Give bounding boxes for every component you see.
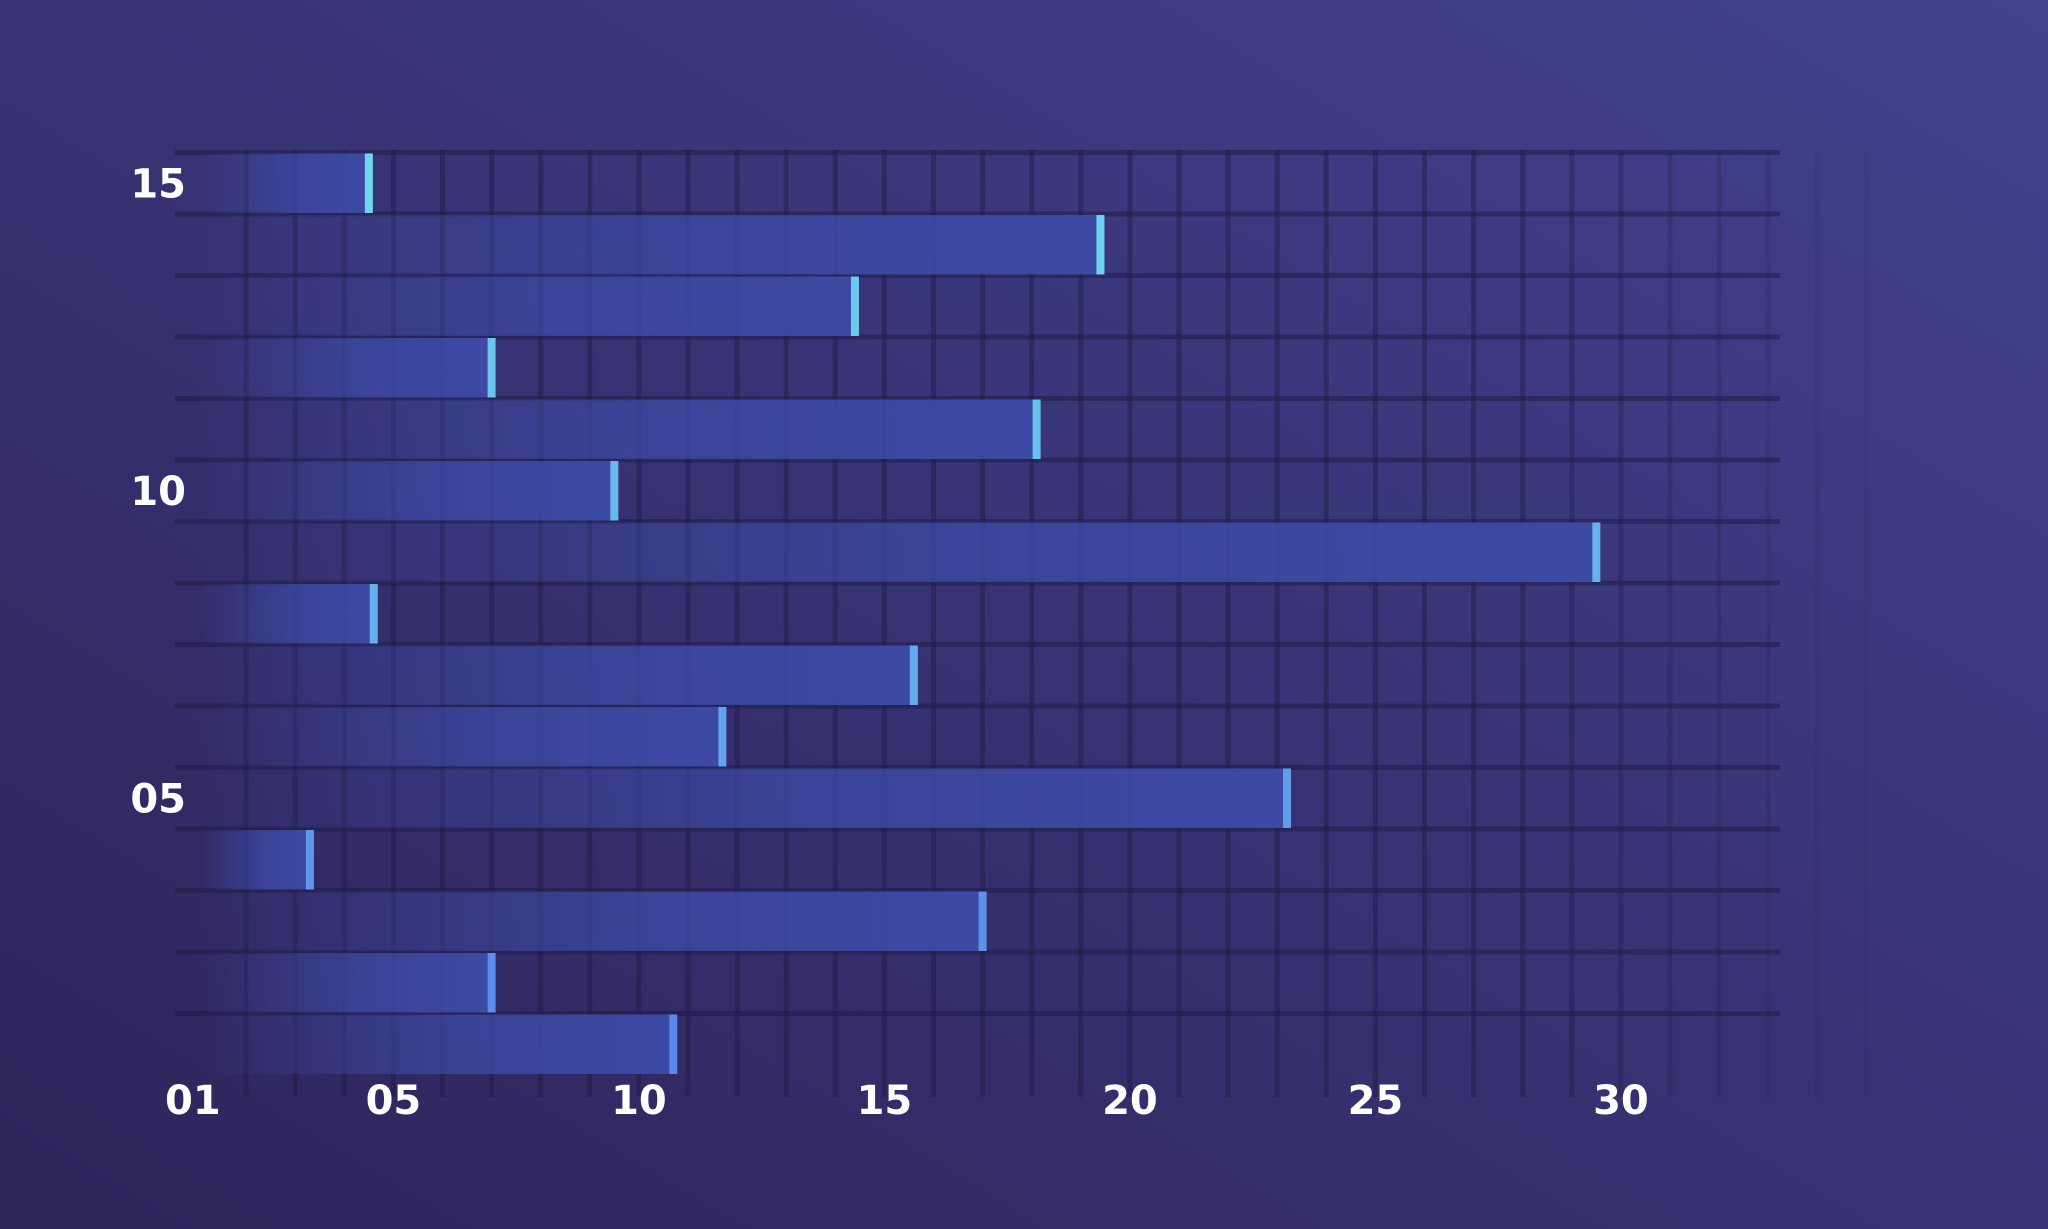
x-tick-label: 10: [611, 1078, 667, 1124]
bar: [200, 522, 1597, 582]
x-tick-labels: 01 05 10 15 20 25 30: [165, 1078, 1649, 1124]
bar: [200, 461, 615, 521]
horizontal-gridlines: [175, 150, 1780, 1016]
x-tick-label: 05: [366, 1078, 422, 1124]
bar-end-marker: [1283, 768, 1292, 828]
bar-series: [200, 153, 1601, 1074]
bar: [200, 707, 723, 767]
y-tick-label: 05: [130, 776, 186, 822]
x-tick-label: 15: [857, 1078, 913, 1124]
bar: [200, 891, 983, 951]
bar-end-marker: [978, 891, 987, 951]
bar: [200, 953, 492, 1013]
bar-end-marker: [610, 461, 619, 521]
bar: [200, 645, 914, 705]
bar: [200, 215, 1101, 275]
bar: [200, 338, 492, 398]
bar-end-marker: [718, 707, 727, 767]
bar-end-marker: [305, 830, 314, 890]
x-tick-label: 20: [1102, 1078, 1158, 1124]
y-tick-labels: 05 10 15: [130, 161, 186, 822]
y-tick-label: 15: [130, 161, 186, 207]
bar: [200, 830, 310, 890]
bar-end-marker: [909, 645, 918, 705]
bar-end-marker: [369, 584, 378, 644]
bar-end-marker: [487, 953, 496, 1013]
x-tick-label: 30: [1593, 1078, 1649, 1124]
bar: [200, 399, 1037, 459]
x-tick-label: 01: [165, 1078, 221, 1124]
bar: [200, 584, 374, 644]
bar-end-marker: [1096, 215, 1105, 275]
bar-end-marker: [1592, 522, 1601, 582]
bar-end-marker: [850, 276, 859, 336]
bar-end-marker: [1032, 399, 1041, 459]
y-tick-label: 10: [130, 469, 186, 515]
axes: [132, 109, 1904, 1143]
bar: [200, 276, 855, 336]
bar-end-marker: [364, 153, 373, 213]
bar-end-marker: [487, 338, 496, 398]
bar: [200, 1014, 674, 1074]
x-tick-label: 25: [1348, 1078, 1404, 1124]
bar: [200, 768, 1288, 828]
bar: [200, 153, 369, 213]
bar-end-marker: [669, 1014, 678, 1074]
